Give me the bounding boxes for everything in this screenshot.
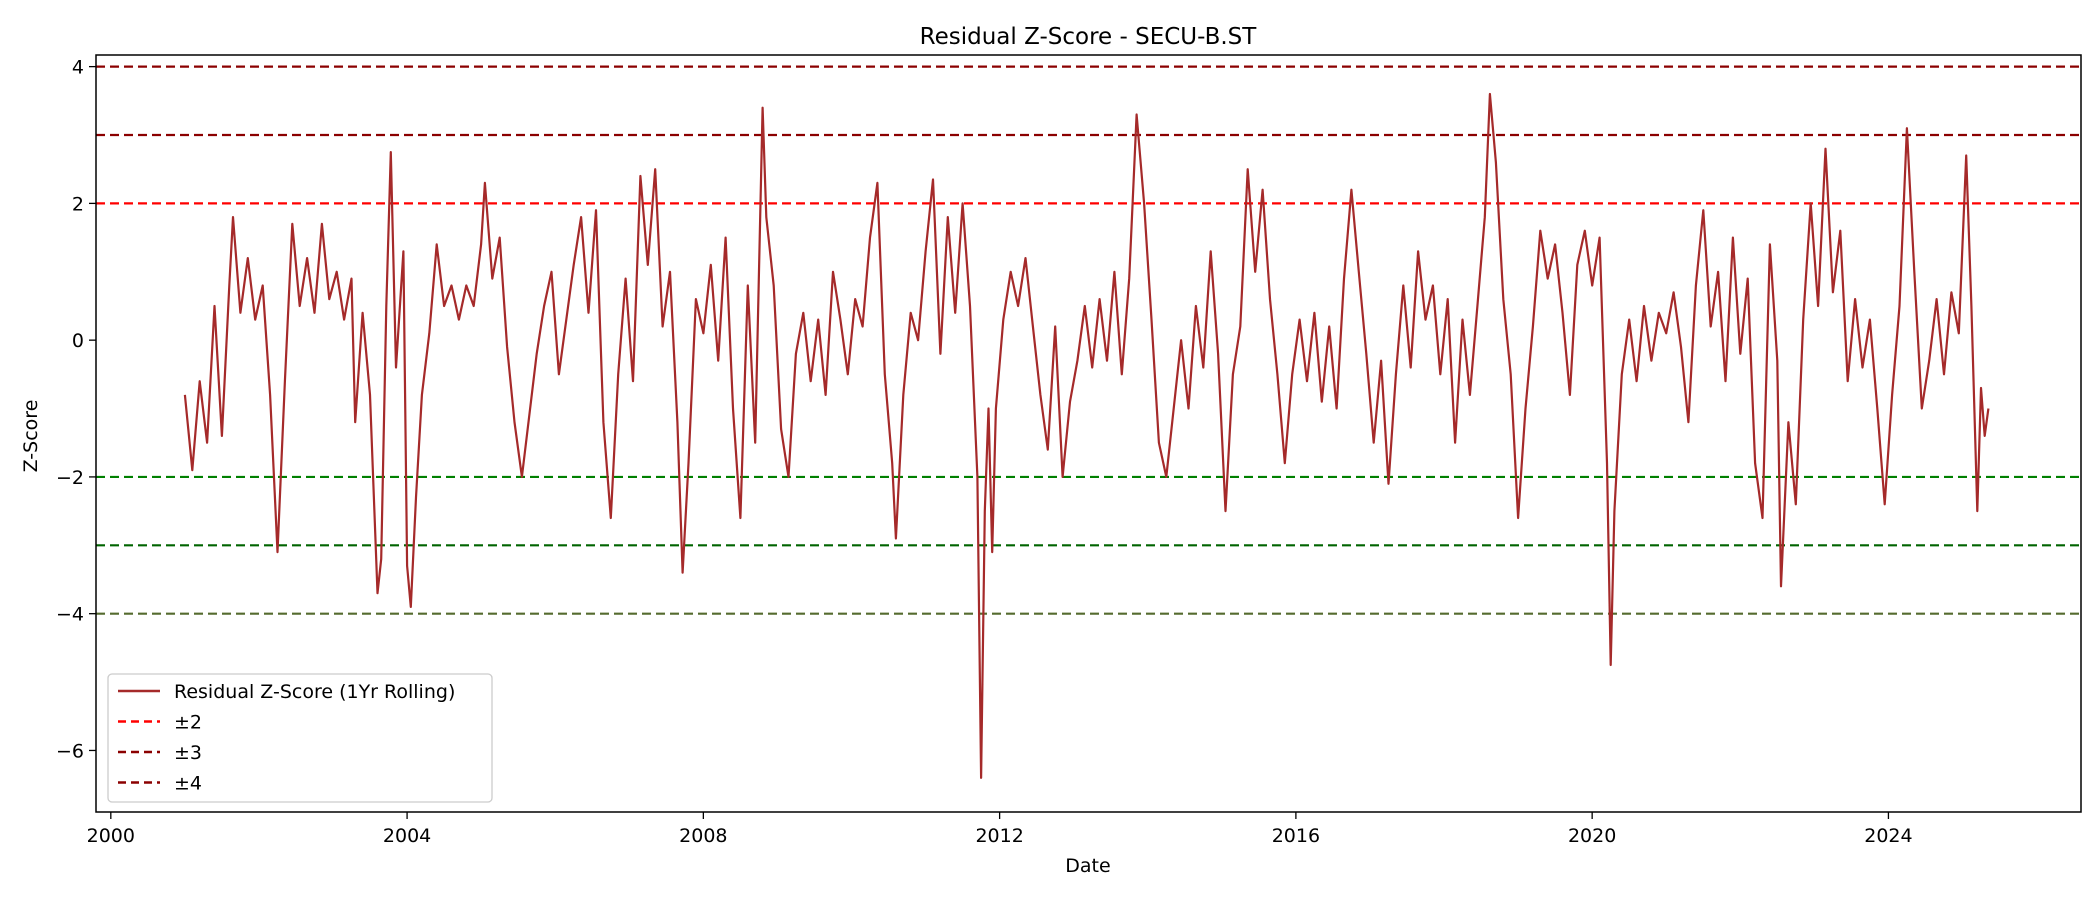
legend-box — [107, 673, 493, 803]
x-tick-label: 2012 — [975, 825, 1023, 847]
x-tick-label: 2008 — [679, 825, 727, 847]
legend-label: ±2 — [174, 712, 202, 734]
y-tick-label: −2 — [56, 467, 84, 489]
y-tick-label: 2 — [72, 193, 84, 215]
y-tick-label: −6 — [56, 740, 84, 762]
x-tick-label: 2020 — [1568, 825, 1616, 847]
legend-label: ±3 — [174, 742, 202, 764]
plot-frame — [95, 54, 2082, 813]
x-tick-label: 2000 — [87, 825, 135, 847]
y-tick-label: −4 — [56, 604, 84, 626]
legend: Residual Z-Score (1Yr Rolling) ±2 ±3 ±4 — [107, 673, 493, 803]
reference-lines — [96, 65, 2081, 615]
y-axis: 4 2 0 −2 −4 −6 — [56, 57, 96, 762]
chart-title: Residual Z-Score - SECU-B.ST — [920, 24, 1258, 50]
y-tick-label: 0 — [72, 330, 84, 352]
legend-label: Residual Z-Score (1Yr Rolling) — [174, 681, 455, 703]
x-axis-title: Date — [1065, 855, 1110, 877]
legend-label: ±4 — [174, 773, 202, 795]
x-tick-label: 2024 — [1864, 825, 1912, 847]
series-line-residual-zscore — [183, 92, 1990, 779]
y-axis-title: Z-Score — [20, 400, 42, 473]
y-tick-label: 4 — [72, 57, 84, 79]
x-axis: 2000 2004 2008 2012 2016 2020 2024 — [87, 812, 1913, 847]
x-tick-label: 2004 — [383, 825, 431, 847]
x-tick-label: 2016 — [1272, 825, 1320, 847]
series-layer — [183, 92, 1990, 779]
